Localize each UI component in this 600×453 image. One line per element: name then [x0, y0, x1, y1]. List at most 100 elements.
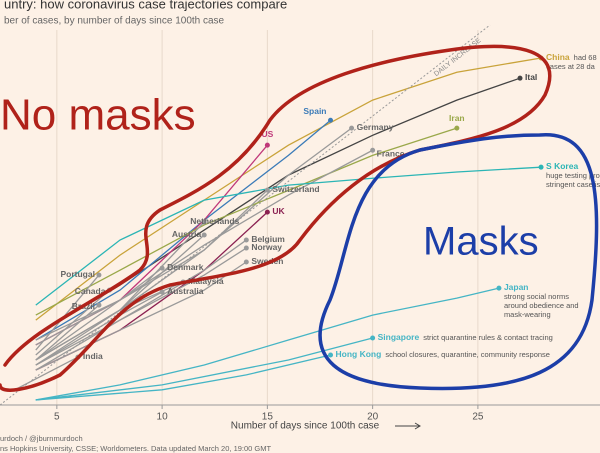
series-label: Norway: [251, 242, 282, 252]
series-name: Japan: [504, 282, 529, 292]
end-point: [264, 209, 270, 215]
end-point: [370, 335, 376, 341]
series-label: Ital: [525, 72, 537, 82]
axis-arrow-head: [414, 422, 421, 430]
end-point: [264, 142, 270, 148]
series-line: [35, 166, 542, 306]
series-line: [35, 57, 542, 321]
guide-line: [0, 24, 491, 406]
series-line: [35, 289, 110, 356]
end-point: [349, 125, 355, 131]
series-line: [35, 247, 247, 366]
end-point: [328, 352, 334, 358]
series-name: China: [546, 52, 570, 62]
end-point: [538, 164, 544, 170]
end-point: [243, 237, 249, 243]
series-name: Denmark: [167, 262, 204, 272]
series-note: school closures, quarantine, community r…: [385, 350, 550, 359]
series-name: Australia: [167, 286, 204, 296]
series-label: US: [261, 129, 273, 139]
series-name: Austria: [172, 229, 202, 239]
series-name: Hong Kong: [336, 349, 382, 359]
end-point: [454, 125, 460, 131]
series-name: Switzerland: [272, 184, 319, 194]
series-line: [35, 337, 373, 401]
series-name: Germany: [357, 122, 394, 132]
series-name: Iran: [449, 113, 465, 123]
series-label: Singapore strict quarantine rules & conta…: [378, 332, 553, 342]
x-tick-label: 5: [54, 412, 60, 423]
x-tick-label: 15: [262, 412, 274, 423]
series-label: France: [377, 149, 405, 159]
chart-subtitle: ber of cases, by number of days since 10…: [4, 16, 225, 27]
hand-drawn-loop: [318, 133, 599, 391]
series-line: [35, 354, 331, 401]
series-note: huge testing progra: [546, 171, 600, 180]
series-name: Malaysia: [188, 276, 224, 286]
x-tick-label: 10: [157, 412, 169, 423]
end-point: [159, 265, 165, 271]
footer: urdoch / @jburnmurdoch: [0, 434, 83, 443]
series-note: mask-wearing: [504, 310, 551, 319]
end-point: [96, 272, 102, 278]
series-label: India: [83, 351, 103, 361]
footer: ns Hopkins University, CSSE; Worldometer…: [0, 444, 272, 453]
chart-title: untry: how coronavirus case trajectories…: [4, 0, 287, 11]
series-line: [35, 274, 100, 351]
series-label: Portugal: [60, 269, 94, 279]
series-label: Sweden: [251, 256, 283, 266]
series-name: S Korea: [546, 161, 578, 171]
series-name: Canada: [75, 286, 106, 296]
series-name: Spain: [303, 106, 326, 116]
series-label: Netherlands: [190, 216, 239, 226]
series-note: strong social norms: [504, 292, 569, 301]
series-label: Switzerland: [272, 184, 319, 194]
end-point: [96, 302, 102, 308]
series-label: UK: [272, 206, 285, 216]
series-name: Sweden: [251, 256, 283, 266]
series-label: Japan strong social norms around obedience…: [504, 282, 579, 319]
series-name: Belgium: [251, 234, 285, 244]
series-label: Denmark: [167, 262, 204, 272]
end-point: [201, 219, 207, 225]
series-name: UK: [272, 206, 285, 216]
series-label: Hong Kong school closures, quarantine, co…: [336, 349, 550, 359]
series-label: Austria: [172, 229, 202, 239]
annotation: Masks: [423, 220, 539, 264]
series-line: [35, 239, 247, 371]
end-point: [328, 117, 334, 123]
series-name: India: [83, 351, 103, 361]
end-point: [159, 289, 165, 295]
series-label: Belgium: [251, 234, 285, 244]
series-name: Norway: [251, 242, 282, 252]
series-label: Iran: [449, 113, 465, 123]
series-label: Australia: [167, 286, 204, 296]
series-note: strict quarantine rules & contact tracin…: [423, 333, 553, 342]
series-label: Canada: [75, 286, 106, 296]
series-name: Netherlands: [190, 216, 239, 226]
end-point: [496, 285, 502, 291]
series-line: [14, 356, 79, 391]
end-point: [243, 259, 249, 265]
series-note: stringent case isola: [546, 180, 600, 189]
series-note: cases at 28 da: [546, 62, 596, 71]
series-name: US: [261, 129, 273, 139]
series-note: around obedience and: [504, 301, 579, 310]
series-line: [35, 149, 373, 341]
series-label: Germany: [357, 122, 394, 132]
x-tick-label: 20: [367, 412, 379, 423]
series-line: [35, 267, 163, 361]
annotation: No masks: [0, 91, 196, 140]
x-tick-label: 25: [472, 412, 484, 423]
series-name: Singapore: [378, 332, 420, 342]
end-point: [243, 245, 249, 251]
series-name: Ital: [525, 72, 537, 82]
series-name: Portugal: [60, 269, 94, 279]
end-point: [264, 187, 270, 193]
end-point: [201, 232, 207, 238]
x-axis-label: Number of days since 100th case: [231, 421, 380, 432]
series-label: Malaysia: [188, 276, 224, 286]
